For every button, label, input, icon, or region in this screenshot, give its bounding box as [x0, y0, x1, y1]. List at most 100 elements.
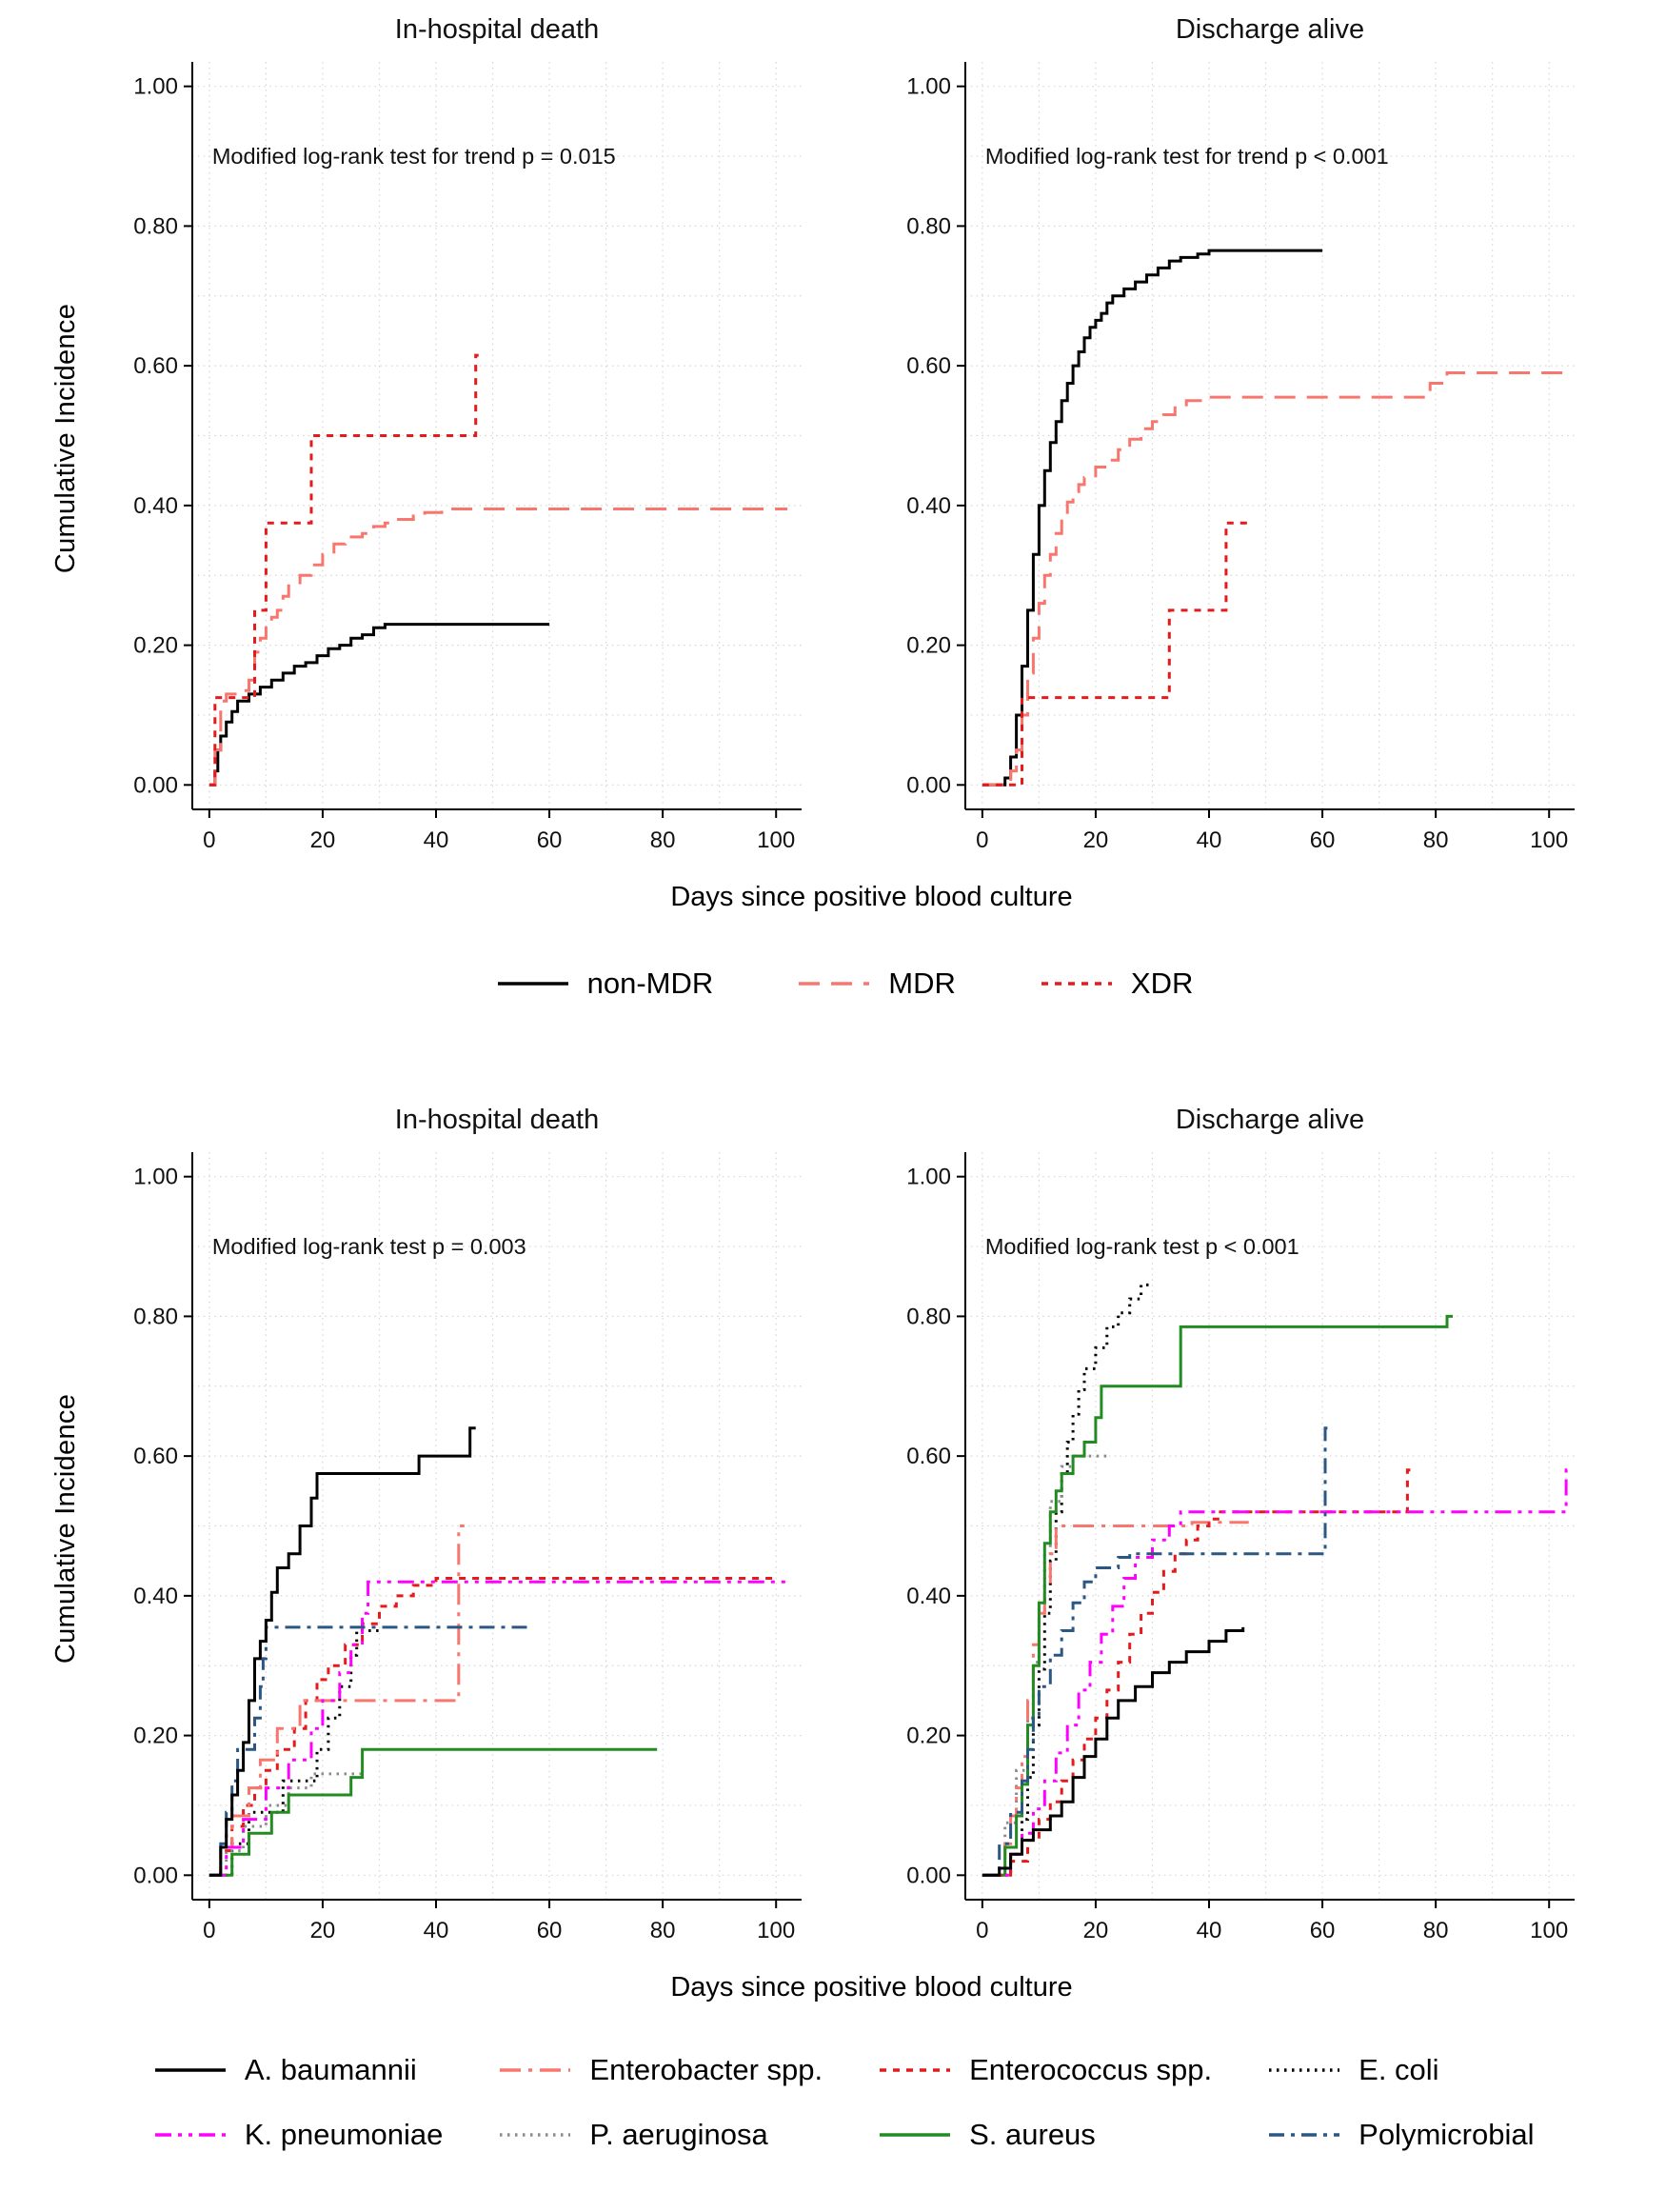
svg-text:100: 100 [757, 1918, 795, 1943]
legend-label: MDR [888, 967, 956, 1000]
y-axis-label-text: Cumulative Incidence [50, 1393, 82, 1664]
svg-text:0: 0 [203, 827, 215, 853]
legend-label: Polymicrobial [1359, 2118, 1535, 2151]
svg-text:Discharge alive: Discharge alive [1176, 14, 1364, 45]
legend-item-xdr: XDR [1041, 967, 1193, 1001]
panel-discharge-alive-resistance: 0 20 40 60 80 100 0.00 0.20 0.40 0.60 0.80 1.00 Disc… [906, 14, 1575, 853]
legend-line-sample-icon [497, 982, 568, 986]
legend-item-mdr: MDR [799, 967, 956, 1001]
legend-label: S. aureus [969, 2118, 1096, 2151]
svg-text:0.40: 0.40 [133, 493, 178, 519]
svg-text:0.60: 0.60 [133, 353, 178, 379]
svg-text:100: 100 [1530, 827, 1568, 853]
svg-text:0.80: 0.80 [906, 1304, 951, 1329]
svg-text:80: 80 [650, 827, 676, 853]
legend-item-enterobacter-spp: Enterobacter spp. [500, 2053, 823, 2087]
svg-text:40: 40 [1197, 1918, 1222, 1943]
svg-text:80: 80 [1423, 1918, 1449, 1943]
svg-text:0: 0 [203, 1918, 215, 1943]
svg-text:0.20: 0.20 [133, 1724, 178, 1749]
legend-line-sample-icon [154, 2133, 226, 2137]
svg-text:1.00: 1.00 [133, 1165, 178, 1190]
svg-text:Discharge alive: Discharge alive [1176, 1105, 1364, 1135]
svg-text:0.40: 0.40 [133, 1584, 178, 1609]
legend-item-polymicrobial: Polymicrobial [1269, 2118, 1536, 2152]
svg-text:0.80: 0.80 [133, 1304, 178, 1329]
svg-text:60: 60 [537, 827, 563, 853]
legend-label: non-MDR [586, 967, 714, 1000]
svg-text:0.20: 0.20 [906, 1724, 951, 1749]
legend-label: K. pneumoniae [244, 2118, 444, 2151]
svg-text:0.00: 0.00 [133, 772, 178, 798]
legend-line-sample-icon [500, 2133, 571, 2137]
panel-inhospital-death-resistance: 0 20 40 60 80 100 0.00 0.20 0.40 0.60 0.80 1.00 In-h… [133, 14, 802, 853]
svg-text:0.20: 0.20 [906, 633, 951, 659]
legend-label: A. baumannii [244, 2053, 417, 2086]
legend-label: XDR [1130, 967, 1194, 1000]
svg-text:Modified log-rank test p < 0.0: Modified log-rank test p < 0.001 [985, 1234, 1299, 1259]
svg-text:20: 20 [310, 1918, 336, 1943]
svg-text:0.20: 0.20 [133, 633, 178, 659]
svg-text:20: 20 [310, 827, 336, 853]
svg-text:0.60: 0.60 [906, 353, 951, 379]
svg-text:100: 100 [757, 827, 795, 853]
legend-line-sample-icon [880, 2133, 951, 2137]
svg-text:60: 60 [1310, 827, 1336, 853]
legend-item-p-aeruginosa: P. aeruginosa [500, 2118, 823, 2152]
organism-chart-row: Cumulative Incidence 0 20 40 60 80 100 0.00 0.2… [40, 1100, 1666, 1957]
svg-text:0.00: 0.00 [906, 1863, 951, 1888]
legend-item-s-aureus: S. aureus [880, 2118, 1212, 2152]
svg-text:40: 40 [424, 1918, 449, 1943]
legend-label: Enterococcus spp. [969, 2053, 1213, 2086]
svg-text:0: 0 [976, 1918, 988, 1943]
x-axis-label-resistance: Days since positive blood culture [670, 882, 1073, 912]
panel-inhospital-death-organism: 0 20 40 60 80 100 0.00 0.20 0.40 0.60 0.80 1.00 In-h… [133, 1105, 802, 1943]
svg-text:0.60: 0.60 [906, 1444, 951, 1469]
svg-text:Modified log-rank test for tre: Modified log-rank test for trend p < 0.0… [985, 144, 1389, 169]
svg-text:Modified log-rank test for tre: Modified log-rank test for trend p = 0.0… [212, 144, 616, 169]
svg-text:0.60: 0.60 [133, 1444, 178, 1469]
y-axis-label-resistance: Cumulative Incidence [40, 10, 92, 867]
svg-text:0.80: 0.80 [906, 213, 951, 239]
legend-line-sample-icon [880, 2068, 951, 2072]
y-axis-label-text: Cumulative Incidence [50, 303, 82, 573]
svg-text:Modified log-rank test p = 0.0: Modified log-rank test p = 0.003 [212, 1234, 526, 1259]
legend-resistance: non-MDR MDR XDR [40, 967, 1651, 1001]
svg-text:0.40: 0.40 [906, 493, 951, 519]
legend-line-sample-icon [799, 982, 870, 986]
figure-resistance: Cumulative Incidence 0 20 40 60 80 100 0.00 0.2… [40, 10, 1666, 1001]
svg-text:0.40: 0.40 [906, 1584, 951, 1609]
svg-text:20: 20 [1083, 827, 1109, 853]
legend-organism: A. baumannii Enterobacter spp. Enterococcu… [40, 2053, 1651, 2152]
legend-line-sample-icon [1269, 2068, 1340, 2072]
svg-text:1.00: 1.00 [906, 1165, 951, 1190]
legend-item-k-pneumoniae: K. pneumoniae [154, 2118, 444, 2152]
svg-text:60: 60 [1310, 1918, 1336, 1943]
svg-text:1.00: 1.00 [906, 74, 951, 100]
legend-label: E. coli [1359, 2053, 1439, 2086]
svg-text:1.00: 1.00 [133, 74, 178, 100]
legend-item-e-coli: E. coli [1269, 2053, 1536, 2087]
y-axis-label-organism: Cumulative Incidence [40, 1100, 92, 1957]
panel-discharge-alive-organism: 0 20 40 60 80 100 0.00 0.20 0.40 0.60 0.80 1.00 Disc… [906, 1105, 1575, 1943]
svg-text:80: 80 [1423, 827, 1449, 853]
legend-item-a-baumannii: A. baumannii [154, 2053, 444, 2087]
svg-text:40: 40 [424, 827, 449, 853]
svg-text:80: 80 [650, 1918, 676, 1943]
figure-organism: Cumulative Incidence 0 20 40 60 80 100 0.00 0.2… [40, 1100, 1666, 2152]
legend-label: P. aeruginosa [589, 2118, 768, 2151]
legend-label: Enterobacter spp. [589, 2053, 823, 2086]
legend-line-sample-icon [1041, 982, 1112, 986]
svg-text:20: 20 [1083, 1918, 1109, 1943]
svg-text:In-hospital death: In-hospital death [395, 1105, 599, 1135]
svg-text:100: 100 [1530, 1918, 1568, 1943]
svg-text:In-hospital death: In-hospital death [395, 14, 599, 45]
resistance-chart-row: Cumulative Incidence 0 20 40 60 80 100 0.00 0.2… [40, 10, 1666, 867]
legend-line-sample-icon [154, 2068, 226, 2072]
svg-text:60: 60 [537, 1918, 563, 1943]
svg-text:0.00: 0.00 [133, 1863, 178, 1888]
legend-line-sample-icon [1269, 2133, 1340, 2137]
svg-text:0: 0 [976, 827, 988, 853]
legend-item-enterococcus-spp: Enterococcus spp. [880, 2053, 1212, 2087]
